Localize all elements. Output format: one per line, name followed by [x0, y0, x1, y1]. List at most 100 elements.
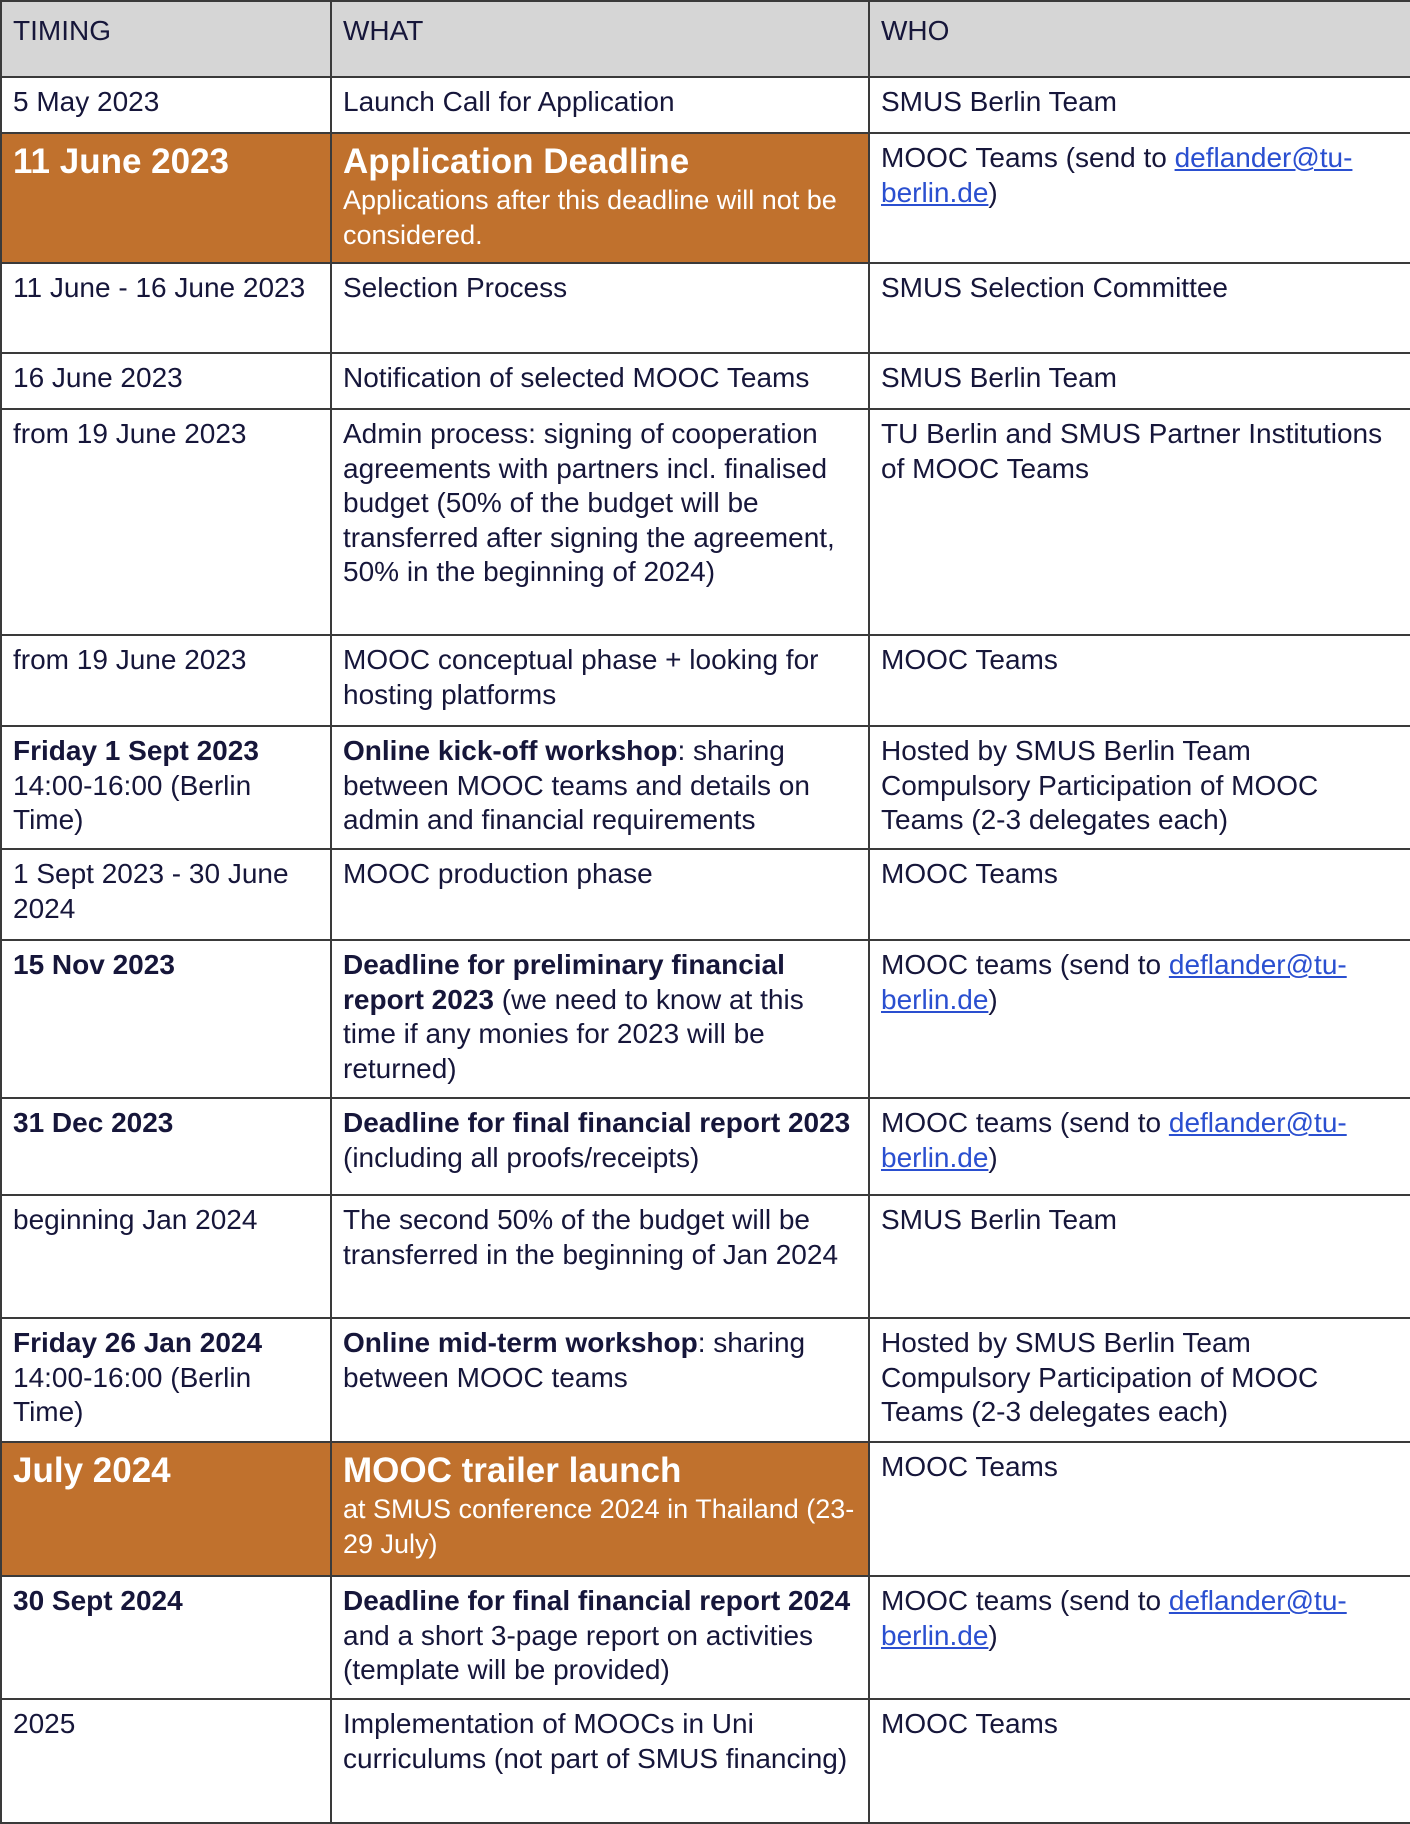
who-cell: Hosted by SMUS Berlin Team Compulsory Par… [868, 1317, 1410, 1443]
text: 14:00-16:00 (Berlin Time) [13, 1361, 252, 1428]
text: 14:00-16:00 (Berlin Time) [13, 769, 252, 836]
who-cell: SMUS Selection Committee [868, 262, 1410, 354]
who-cell: MOOC Teams [868, 848, 1410, 941]
who-cell: TU Berlin and SMUS Partner Institutions … [868, 408, 1410, 636]
who-cell: Hosted by SMUS Berlin Team Compulsory Par… [868, 725, 1410, 850]
who-cell: MOOC teams (send to deflander@tu-berlin.… [868, 1097, 1410, 1196]
bold-text: Online kick-off workshop [343, 735, 678, 766]
table-row: 30 Sept 2024 Deadline for final financial… [0, 1575, 1410, 1700]
text: Hosted by SMUS Berlin Team [881, 735, 1251, 766]
timing-cell: 11 June - 16 June 2023 [0, 262, 332, 354]
timing-cell: 16 June 2023 [0, 352, 332, 410]
text: beginning Jan 2024 [13, 1204, 258, 1235]
table-row: 5 May 2023 Launch Call for Application SMU… [0, 76, 1410, 134]
what-cell: Deadline for final financial report 2024… [330, 1575, 870, 1700]
text: Admin process: signing of cooperation ag… [343, 418, 835, 587]
text: MOOC Teams [881, 858, 1058, 889]
bold-text: Friday 1 Sept 2023 [13, 735, 259, 766]
text: MOOC teams (send to [881, 1585, 1169, 1616]
what-cell: MOOC production phase [330, 848, 870, 941]
text: TU Berlin and SMUS Partner Institutions … [881, 418, 1383, 484]
table-row: Friday 1 Sept 2023 14:00-16:00 (Berlin Ti… [0, 725, 1410, 850]
what-cell: Selection Process [330, 262, 870, 354]
text: MOOC production phase [343, 858, 653, 889]
bold-text: Friday 26 Jan 2024 [13, 1327, 263, 1358]
what-cell: Deadline for preliminary financial repor… [330, 939, 870, 1099]
table-row: 11 June 2023 Application Deadline Applicat… [0, 132, 1410, 264]
who-cell: MOOC Teams [868, 1698, 1410, 1824]
timing-cell: 11 June 2023 [0, 132, 332, 264]
table-row: from 19 June 2023 MOOC conceptual phase +… [0, 634, 1410, 727]
what-cell: Deadline for final financial report 2023… [330, 1097, 870, 1196]
timing-cell: Friday 26 Jan 2024 14:00-16:00 (Berlin Ti… [0, 1317, 332, 1443]
text: Applications after this deadline will no… [343, 185, 837, 250]
header-who: WHO [868, 0, 1410, 78]
text: SMUS Berlin Team [881, 86, 1118, 117]
timing-cell: 15 Nov 2023 [0, 939, 332, 1099]
text: MOOC Teams [881, 644, 1058, 675]
who-cell: SMUS Berlin Team [868, 76, 1410, 134]
bold-text: Deadline for final financial report 2023 [343, 1107, 851, 1138]
text: from 19 June 2023 [13, 418, 247, 449]
what-cell: MOOC trailer launch at SMUS conference 20… [330, 1441, 870, 1577]
table-row: from 19 June 2023 Admin process: signing … [0, 408, 1410, 636]
who-cell: MOOC Teams [868, 1441, 1410, 1577]
what-cell: The second 50% of the budget will be tra… [330, 1194, 870, 1319]
text: Selection Process [343, 272, 568, 303]
what-cell: Application Deadline Applications after t… [330, 132, 870, 264]
bold-text: 31 Dec 2023 [13, 1107, 174, 1138]
email-link[interactable]: deflander@tu-berlin.de [881, 142, 1353, 208]
bold-text: Deadline for preliminary financial repor… [343, 949, 785, 1015]
header-row: TIMING WHAT WHO [0, 0, 1410, 78]
text: (including all proofs/receipts) [343, 1141, 700, 1173]
text: MOOC conceptual phase + looking for host… [343, 644, 819, 710]
text: ) [988, 1619, 998, 1651]
text: Compulsory Participation of MOOC Teams (… [881, 769, 1319, 836]
what-cell: Notification of selected MOOC Teams [330, 352, 870, 410]
text: Compulsory Participation of MOOC Teams (… [881, 1361, 1319, 1428]
header-timing: TIMING [0, 0, 332, 78]
timing-cell: 5 May 2023 [0, 76, 332, 134]
text: (we need to know at this time if any mon… [343, 983, 804, 1084]
header-what: WHAT [330, 0, 870, 78]
timing-cell: Friday 1 Sept 2023 14:00-16:00 (Berlin Ti… [0, 725, 332, 850]
text: 1 Sept 2023 - 30 June 2024 [13, 858, 289, 924]
email-link[interactable]: deflander@tu-berlin.de [881, 1107, 1347, 1173]
what-cell: Online mid-term workshop: sharing betwee… [330, 1317, 870, 1443]
bold-text: 11 June 2023 [13, 142, 229, 181]
who-cell: SMUS Berlin Team [868, 1194, 1410, 1319]
text: Implementation of MOOCs in Uni curriculu… [343, 1708, 848, 1774]
text: Launch Call for Application [343, 86, 675, 117]
bold-text: Application Deadline [343, 142, 690, 181]
bold-text: 15 Nov 2023 [13, 949, 175, 980]
bold-text: July 2024 [13, 1451, 171, 1490]
timing-cell: 30 Sept 2024 [0, 1575, 332, 1700]
text: MOOC Teams [881, 1451, 1058, 1482]
timing-cell: beginning Jan 2024 [0, 1194, 332, 1319]
what-cell: Admin process: signing of cooperation ag… [330, 408, 870, 636]
text: The second 50% of the budget will be tra… [343, 1204, 839, 1270]
email-link[interactable]: deflander@tu-berlin.de [881, 1585, 1347, 1651]
text: SMUS Selection Committee [881, 272, 1229, 303]
timing-cell: 1 Sept 2023 - 30 June 2024 [0, 848, 332, 941]
table-row: 16 June 2023 Notification of selected MOO… [0, 352, 1410, 410]
table-row: beginning Jan 2024 The second 50% of the … [0, 1194, 1410, 1319]
text: 2025 [13, 1708, 76, 1739]
who-cell: MOOC teams (send to deflander@tu-berlin.… [868, 939, 1410, 1099]
table-row: 11 June - 16 June 2023 Selection Process S… [0, 262, 1410, 354]
table-row: 31 Dec 2023 Deadline for final financial … [0, 1097, 1410, 1196]
text: MOOC teams (send to [881, 1107, 1169, 1138]
text: : sharing between MOOC teams and details… [343, 735, 810, 835]
text: and a short 3-page report on activities … [343, 1619, 814, 1686]
what-cell: MOOC conceptual phase + looking for host… [330, 634, 870, 727]
timing-cell: July 2024 [0, 1441, 332, 1577]
email-link[interactable]: deflander@tu-berlin.de [881, 949, 1347, 1015]
timing-cell: 31 Dec 2023 [0, 1097, 332, 1196]
text: ) [988, 1141, 998, 1173]
table-row: 1 Sept 2023 - 30 June 2024 MOOC productio… [0, 848, 1410, 941]
text: : sharing between MOOC teams [343, 1327, 806, 1393]
who-cell: MOOC Teams [868, 634, 1410, 727]
text: Notification of selected MOOC Teams [343, 362, 810, 393]
text: at SMUS conference 2024 in Thailand (23-… [343, 1494, 855, 1559]
